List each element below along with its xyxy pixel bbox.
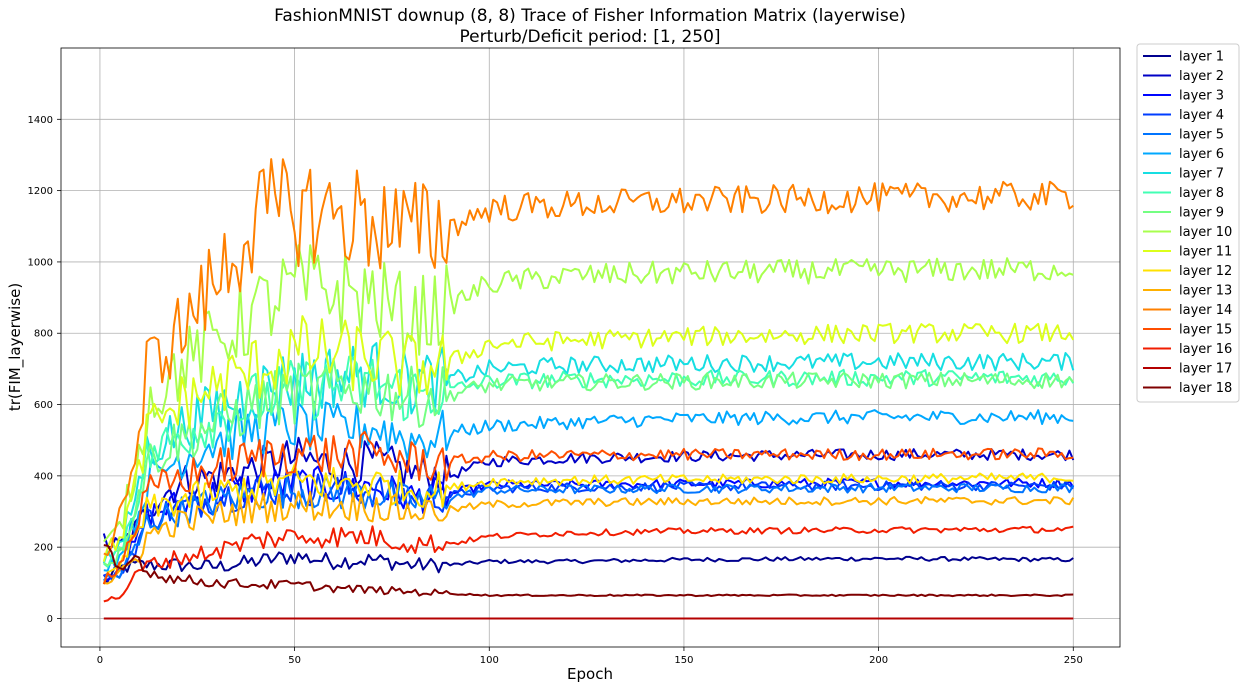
series-line-layer-15 — [102, 430, 1074, 585]
legend-label: layer 14 — [1179, 303, 1232, 318]
legend-label: layer 15 — [1179, 323, 1232, 338]
series-line-layer-10 — [103, 244, 1074, 543]
legend-label: layer 17 — [1179, 362, 1232, 377]
legend-label: layer 2 — [1179, 69, 1224, 84]
legend-label: layer 3 — [1179, 89, 1224, 104]
series-line-layer-12 — [102, 463, 1074, 585]
y-tick-label: 400 — [34, 471, 53, 482]
legend-label: layer 8 — [1179, 186, 1224, 201]
y-tick-label: 0 — [47, 614, 53, 625]
y-ticks: 0 200 400 600 800 1000 1200 1400 — [28, 115, 61, 625]
y-tick-label: 1000 — [28, 257, 53, 268]
series-line-layer-11 — [102, 315, 1075, 562]
legend-label: layer 9 — [1179, 206, 1224, 221]
x-tick-label: 200 — [869, 655, 888, 666]
x-tick-label: 250 — [1064, 655, 1083, 666]
legend-label: layer 12 — [1179, 264, 1232, 279]
series-line-layer-7 — [102, 342, 1075, 564]
legend-label: layer 13 — [1179, 284, 1232, 299]
legend-label: layer 16 — [1179, 342, 1232, 357]
x-tick-label: 0 — [97, 655, 103, 666]
y-axis-label: tr(FIM_layerwise) — [6, 283, 25, 411]
legend-label: layer 6 — [1179, 147, 1224, 162]
y-tick-label: 1200 — [28, 186, 53, 197]
series-line-layer-14 — [103, 158, 1074, 557]
y-tick-label: 600 — [34, 400, 53, 411]
legend-label: layer 7 — [1179, 167, 1224, 182]
y-tick-label: 1400 — [28, 115, 53, 126]
x-tick-label: 150 — [674, 655, 693, 666]
legend-label: layer 5 — [1179, 128, 1224, 143]
x-axis-label: Epoch — [567, 665, 613, 683]
series-line-layer-6 — [103, 400, 1074, 572]
series-line-layer-3 — [102, 465, 1075, 582]
legend-label: layer 11 — [1179, 245, 1232, 260]
legend-label: layer 10 — [1179, 225, 1232, 240]
legend: layer 1 layer 2 layer 3 layer 4 layer 5 layer… — [1136, 43, 1240, 403]
x-ticks: 0 50 100 150 200 250 — [97, 647, 1083, 666]
plot-frame — [60, 47, 1121, 648]
chart-subtitle: Perturb/Deficit period: [1, 250] — [459, 27, 720, 47]
series-line-layer-18 — [103, 544, 1074, 598]
series-line-layer-13 — [103, 490, 1075, 585]
legend-label: layer 4 — [1179, 108, 1224, 123]
chart-title: FashionMNIST downup (8, 8) Trace of Fish… — [274, 6, 906, 26]
y-tick-label: 800 — [34, 329, 53, 340]
legend-label: layer 1 — [1179, 50, 1224, 65]
x-tick-label: 50 — [288, 655, 301, 666]
series-line-layer-16 — [103, 525, 1074, 603]
y-tick-label: 200 — [34, 543, 53, 554]
series-line-layer-1 — [103, 551, 1074, 583]
series-line-layer-9 — [103, 357, 1075, 567]
series-lines — [102, 158, 1075, 620]
x-tick-label: 100 — [480, 655, 499, 666]
legend-label: layer 18 — [1179, 381, 1232, 396]
